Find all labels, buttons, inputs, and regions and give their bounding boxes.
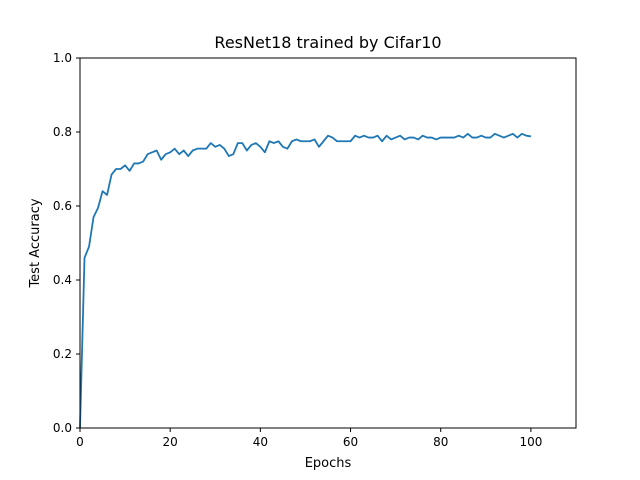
y-tick-label: 0.8	[53, 125, 72, 139]
y-axis-label: Test Accuracy	[28, 198, 43, 288]
x-axis-label: Epochs	[305, 456, 352, 471]
plot-frame	[79, 57, 577, 429]
y-tick-label: 0.6	[53, 199, 72, 213]
series-group	[79, 132, 532, 429]
y-tick-label: 0.4	[53, 273, 72, 287]
y-tick-label: 0.2	[53, 347, 72, 361]
x-tick-label: 80	[433, 435, 448, 449]
x-tick-label: 20	[163, 435, 178, 449]
series-line	[79, 132, 532, 429]
y-tick-label: 0.0	[53, 421, 72, 435]
x-tick-label: 0	[76, 435, 84, 449]
x-tick-label: 40	[253, 435, 268, 449]
x-tick-label: 60	[343, 435, 358, 449]
chart-title: ResNet18 trained by Cifar10	[214, 33, 441, 52]
y-axis-ticks: 0.0 0.2 0.4 0.6 0.8 1.0	[53, 51, 80, 435]
x-tick-label: 100	[519, 435, 542, 449]
y-tick-label: 1.0	[53, 51, 72, 65]
plot-area	[80, 58, 576, 428]
x-axis-ticks: 0 20 40 60 80 100	[76, 428, 542, 449]
